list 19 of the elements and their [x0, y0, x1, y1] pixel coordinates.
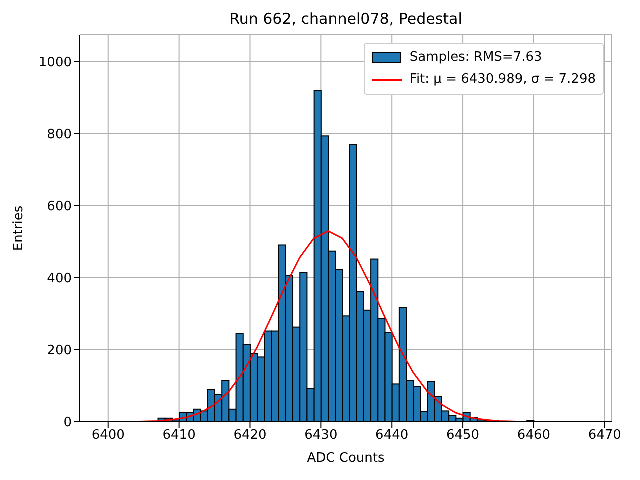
chart-title: Run 662, channel078, Pedestal [228, 10, 464, 28]
x-tick-label: 6410 [162, 428, 196, 444]
legend-label: Samples: RMS=7.63 [410, 49, 542, 67]
y-tick-label: 600 [47, 200, 72, 215]
x-tick-label: 6450 [446, 428, 480, 444]
y-tick-label: 1000 [38, 56, 72, 71]
y-tick-label: 400 [47, 272, 72, 287]
x-tick-label: 6400 [92, 428, 125, 444]
x-tick-label: 6440 [376, 428, 409, 444]
x-axis-title: ADC Counts [307, 451, 385, 466]
y-tick-label: 0 [64, 416, 72, 431]
y-tick-label: 800 [47, 128, 72, 143]
x-tick-label: 6460 [517, 428, 551, 444]
x-tick-label: 6470 [588, 428, 622, 444]
x-tick-label: 6420 [234, 428, 267, 444]
y-axis-title: Entries [12, 206, 27, 252]
legend-label: Fit: μ = 6430.989, σ = 7.298 [410, 71, 596, 89]
y-tick-label: 200 [47, 344, 72, 359]
x-tick-label: 6430 [304, 428, 338, 444]
